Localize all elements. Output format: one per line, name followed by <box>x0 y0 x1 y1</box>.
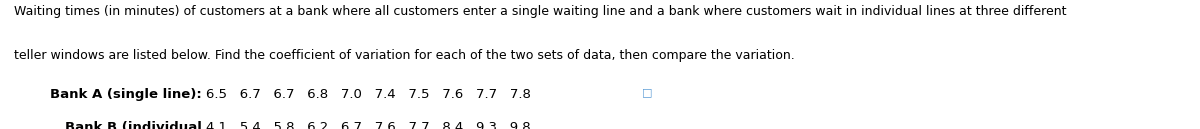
Text: 4.1   5.4   5.8   6.2   6.7   7.6   7.7   8.4   9.3   9.8: 4.1 5.4 5.8 6.2 6.7 7.6 7.7 8.4 9.3 9.8 <box>206 121 532 129</box>
Text: Bank B (individual: Bank B (individual <box>65 121 202 129</box>
Text: □: □ <box>642 88 653 98</box>
Text: Waiting times (in minutes) of customers at a bank where all customers enter a si: Waiting times (in minutes) of customers … <box>14 5 1067 18</box>
Text: Bank A (single line):: Bank A (single line): <box>50 88 202 101</box>
Text: teller windows are listed below. Find the coefficient of variation for each of t: teller windows are listed below. Find th… <box>14 49 796 62</box>
Text: 6.5   6.7   6.7   6.8   7.0   7.4   7.5   7.6   7.7   7.8: 6.5 6.7 6.7 6.8 7.0 7.4 7.5 7.6 7.7 7.8 <box>206 88 532 101</box>
